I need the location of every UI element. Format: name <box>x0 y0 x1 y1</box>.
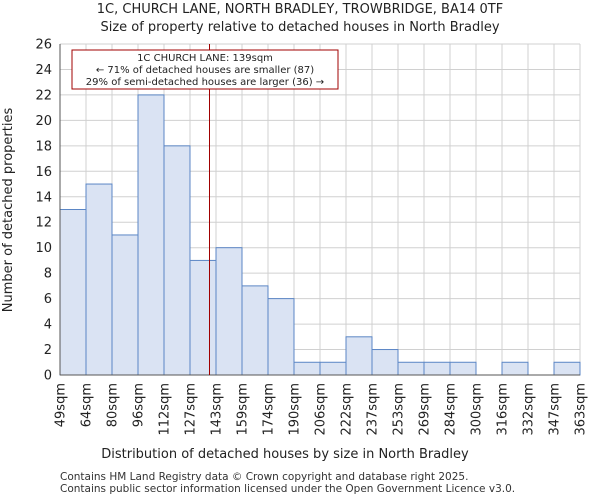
y-axis-label: Number of detached properties <box>1 108 16 313</box>
chart-subtitle: Size of property relative to detached ho… <box>100 20 500 35</box>
bar-316sqm <box>501 361 529 376</box>
y-tick-label: 22 <box>35 88 52 103</box>
x-tick-label: 316sqm <box>496 383 511 436</box>
x-tick-label: 300sqm <box>470 383 485 436</box>
x-tick-label: 64sqm <box>80 383 95 427</box>
x-tick-label: 159sqm <box>236 383 251 436</box>
footer-copyright: Contains HM Land Registry data © Crown c… <box>60 471 469 483</box>
y-tick-label: 6 <box>44 292 52 307</box>
x-tick-label: 332sqm <box>522 383 537 436</box>
bar-284sqm <box>449 361 477 376</box>
x-tick-label: 269sqm <box>418 383 433 436</box>
annotation-line: 1C CHURCH LANE: 139sqm <box>137 53 273 64</box>
x-tick-label: 112sqm <box>158 383 173 436</box>
y-tick-label: 0 <box>44 369 52 384</box>
x-tick-label: 96sqm <box>132 383 147 427</box>
x-tick-label: 143sqm <box>210 383 225 436</box>
y-tick-label: 10 <box>35 241 52 256</box>
bar-80sqm <box>111 234 139 376</box>
x-tick-label: 253sqm <box>392 383 407 436</box>
x-tick-label: 127sqm <box>184 383 199 436</box>
bar-174sqm <box>267 298 295 376</box>
chart-title: 1C, CHURCH LANE, NORTH BRADLEY, TROWBRID… <box>96 2 504 17</box>
x-tick-label: 347sqm <box>548 383 563 436</box>
y-tick-label: 16 <box>35 165 52 180</box>
y-tick-label: 18 <box>35 139 52 154</box>
bars <box>59 94 581 376</box>
y-tick-label: 2 <box>44 343 52 358</box>
x-tick-label: 237sqm <box>366 383 381 436</box>
bar-127sqm <box>189 259 217 376</box>
annotation: 1C CHURCH LANE: 139sqm← 71% of detached … <box>71 49 339 90</box>
y-tick-label: 12 <box>35 216 52 231</box>
annotation-line: 29% of semi-detached houses are larger (… <box>86 77 324 88</box>
bar-253sqm <box>397 361 425 376</box>
bar-237sqm <box>371 349 399 376</box>
bar-159sqm <box>241 285 269 376</box>
annotation-line: ← 71% of detached houses are smaller (87… <box>96 65 314 76</box>
bar-190sqm <box>293 361 321 376</box>
y-tick-label: 8 <box>44 267 52 282</box>
y-tick-label: 14 <box>35 190 52 205</box>
bar-269sqm <box>423 361 451 376</box>
y-tick-label: 20 <box>35 114 52 129</box>
x-tick-label: 174sqm <box>262 383 277 436</box>
bar-206sqm <box>319 361 347 376</box>
x-tick-label: 80sqm <box>106 383 121 427</box>
x-tick-label: 49sqm <box>54 383 69 427</box>
x-tick-label: 190sqm <box>288 383 303 436</box>
x-tick-label: 363sqm <box>574 383 589 436</box>
footer-licence: Contains public sector information licen… <box>60 483 516 495</box>
bar-49sqm <box>59 209 87 376</box>
annotation-box <box>71 49 339 90</box>
x-tick-label: 222sqm <box>340 383 355 436</box>
x-tick-label: 206sqm <box>314 383 329 436</box>
y-tick-label: 4 <box>44 318 52 333</box>
bar-143sqm <box>215 247 243 376</box>
bar-96sqm <box>137 94 165 376</box>
bar-112sqm <box>163 145 191 376</box>
bar-347sqm <box>553 361 581 376</box>
x-axis-label: Distribution of detached houses by size … <box>101 447 469 462</box>
y-tick-label: 24 <box>35 63 52 78</box>
bar-64sqm <box>85 183 113 376</box>
bar-222sqm <box>345 336 373 376</box>
x-tick-label: 284sqm <box>444 383 459 436</box>
y-tick-label: 26 <box>35 38 52 53</box>
